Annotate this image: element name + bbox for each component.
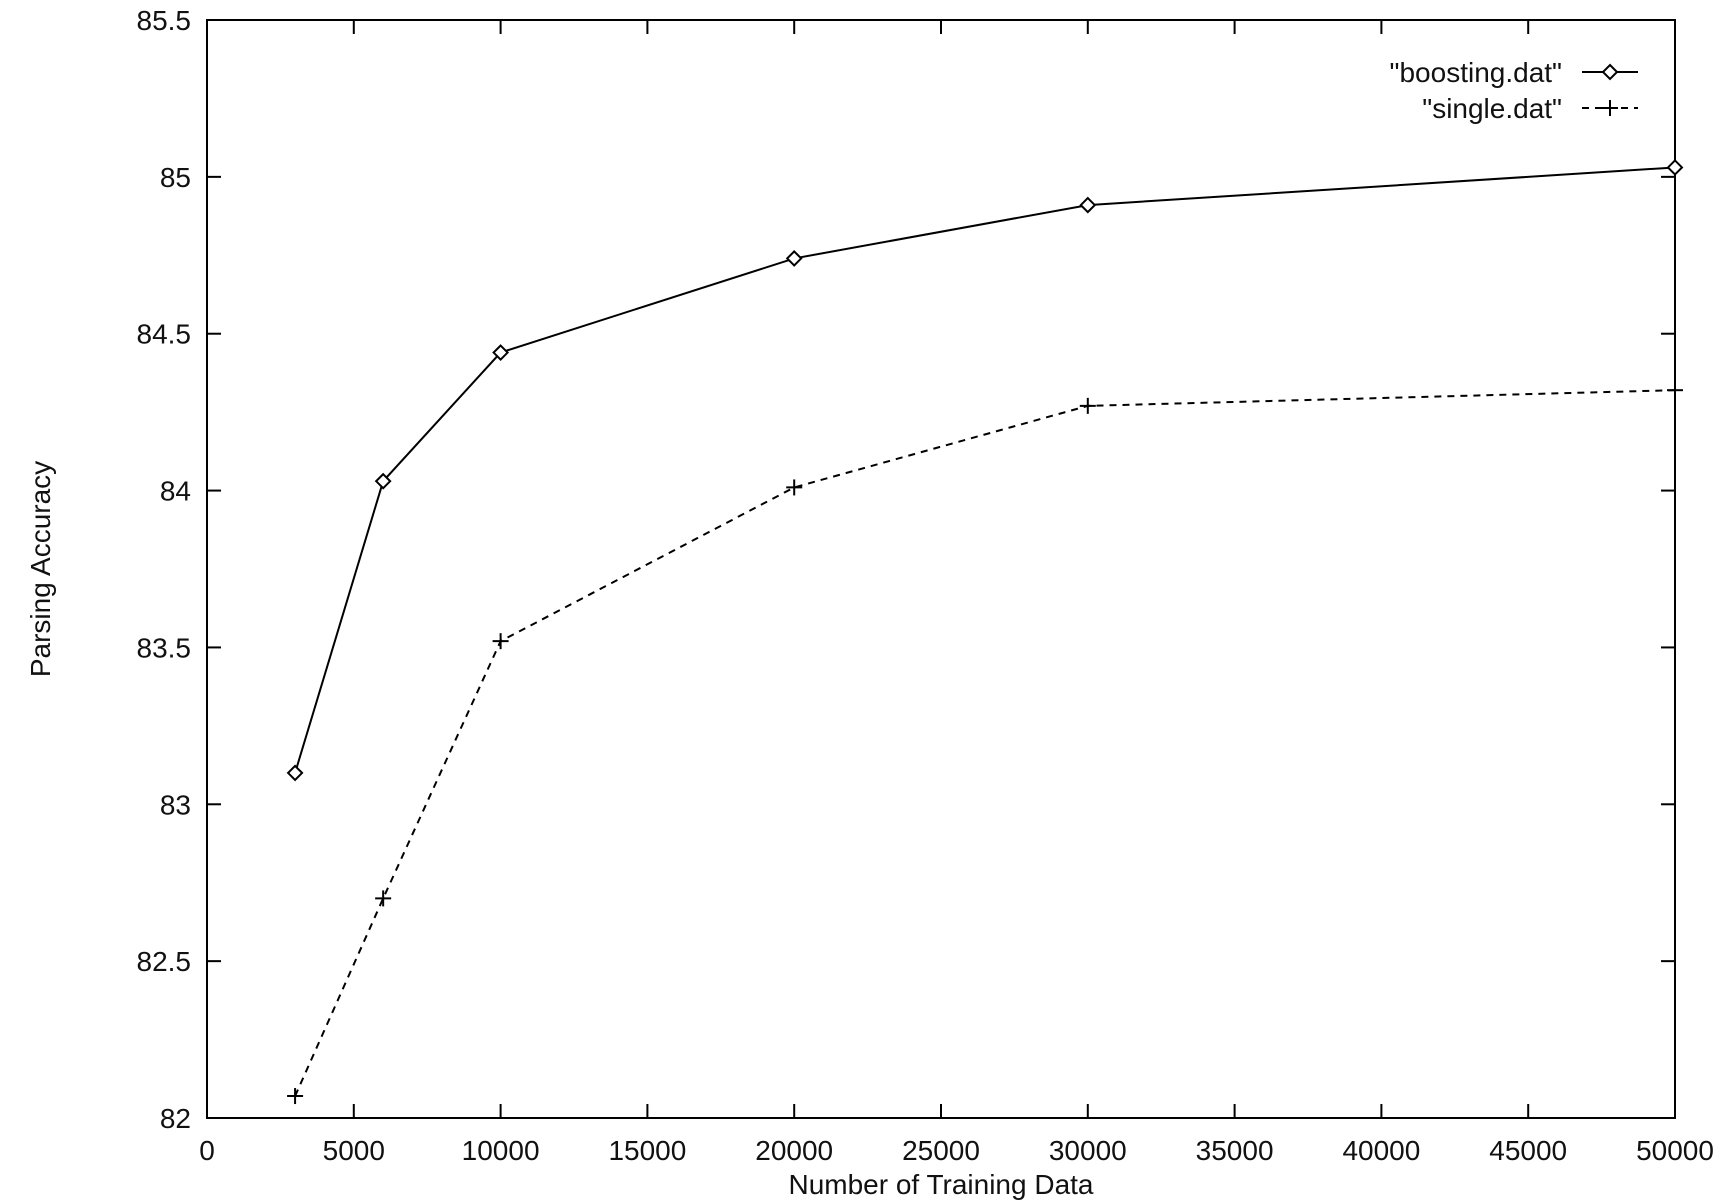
x-axis-title: Number of Training Data bbox=[788, 1169, 1093, 1200]
x-tick-label: 5000 bbox=[323, 1135, 385, 1166]
y-tick-label: 83 bbox=[160, 789, 191, 820]
data-point bbox=[786, 479, 803, 496]
y-axis-title: Parsing Accuracy bbox=[25, 461, 56, 677]
data-point bbox=[1079, 196, 1097, 214]
series-line bbox=[294, 166, 1676, 774]
data-point bbox=[286, 764, 304, 782]
series-boosting bbox=[286, 159, 1684, 782]
x-tick-label: 50000 bbox=[1636, 1135, 1714, 1166]
x-tick-label: 0 bbox=[199, 1135, 215, 1166]
legend-marker bbox=[1602, 100, 1618, 116]
data-point bbox=[1079, 397, 1096, 414]
x-tick-label: 45000 bbox=[1489, 1135, 1567, 1166]
x-tick-label: 20000 bbox=[755, 1135, 833, 1166]
x-tick-label: 10000 bbox=[462, 1135, 540, 1166]
data-point bbox=[375, 890, 392, 907]
data-point bbox=[1667, 382, 1683, 399]
series-single bbox=[287, 382, 1683, 1105]
y-tick-label: 83.5 bbox=[137, 632, 192, 663]
legend-entry: "boosting.dat" bbox=[1390, 57, 1638, 88]
data-point bbox=[785, 250, 803, 267]
legend-label: "single.dat" bbox=[1422, 93, 1562, 124]
data-point bbox=[492, 633, 509, 650]
legend: "boosting.dat" "single.dat" bbox=[1390, 57, 1638, 124]
x-tick-label: 40000 bbox=[1342, 1135, 1420, 1166]
x-tick-label: 25000 bbox=[902, 1135, 980, 1166]
data-point bbox=[492, 344, 510, 361]
series-layer bbox=[286, 159, 1684, 1105]
tick-labels: 0 5000 10000 15000 20000 25000 30000 35000 40000… bbox=[137, 5, 1714, 1166]
y-tick-label: 85.5 bbox=[137, 5, 192, 36]
y-tick-label: 82 bbox=[160, 1103, 191, 1134]
data-point bbox=[287, 1088, 304, 1105]
x-tick-label: 35000 bbox=[1196, 1135, 1274, 1166]
y-tick-label: 84.5 bbox=[137, 319, 192, 350]
axis-ticks bbox=[206, 19, 1676, 1119]
x-tick-label: 15000 bbox=[608, 1135, 686, 1166]
x-tick-label: 30000 bbox=[1049, 1135, 1127, 1166]
data-point bbox=[374, 472, 392, 490]
legend-entry: "single.dat" bbox=[1422, 93, 1638, 124]
y-tick-label: 85 bbox=[160, 162, 191, 193]
y-tick-label: 84 bbox=[160, 476, 191, 507]
series-line bbox=[294, 389, 1676, 1097]
y-tick-label: 82.5 bbox=[137, 946, 192, 977]
plot-frame bbox=[206, 19, 1676, 1119]
data-point bbox=[1666, 159, 1684, 176]
legend-marker bbox=[1601, 63, 1619, 81]
legend-label: "boosting.dat" bbox=[1390, 57, 1562, 88]
